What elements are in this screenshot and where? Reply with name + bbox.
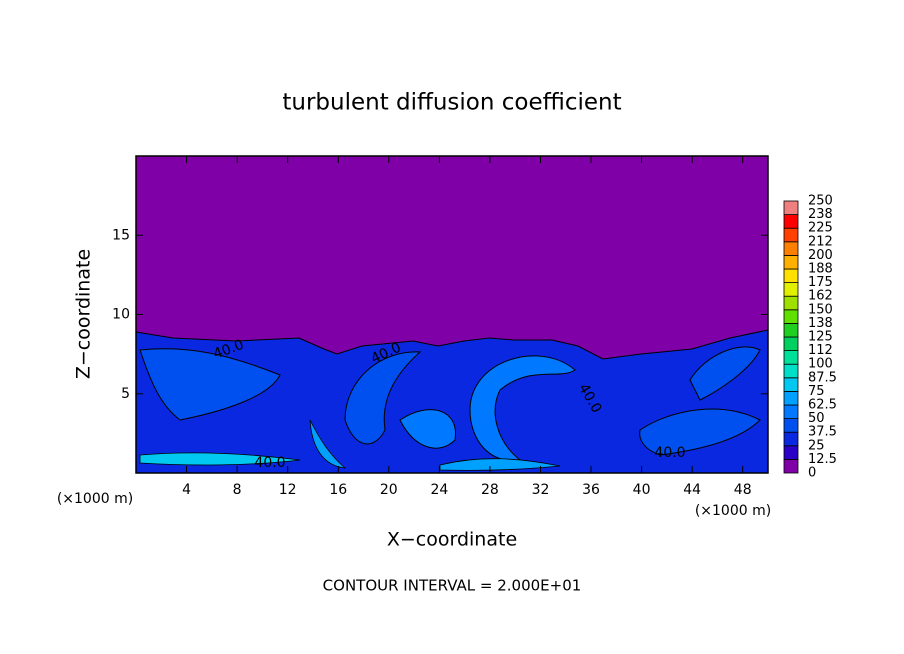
colorbar-label: 188: [808, 262, 833, 277]
colorbar-label: 0: [808, 466, 816, 481]
colorbar-bin: [783, 227, 799, 243]
colorbar-bin: [783, 268, 799, 284]
x-tick-label: 48: [734, 482, 752, 498]
colorbar-bin: [783, 336, 799, 352]
swirl: [689, 346, 761, 401]
colorbar-label: 62.5: [808, 398, 837, 413]
x-tick-label: 8: [233, 482, 242, 498]
x-tick-label: 40: [633, 482, 651, 498]
colorbar-bin: [783, 404, 799, 420]
colorbar-label: 75: [808, 384, 825, 399]
colorbar-label: 150: [808, 302, 833, 317]
colorbar-bin: [783, 363, 799, 379]
colorbar-label: 250: [808, 194, 833, 209]
footnote: CONTOUR INTERVAL = 2.000E+01: [323, 577, 582, 595]
colorbar-bin: [783, 241, 799, 256]
swirl: [399, 409, 456, 449]
swirl: [639, 408, 761, 456]
colorbar-label: 112: [808, 343, 833, 358]
x-tick-label: 20: [380, 482, 398, 498]
colorbar-bin: [783, 350, 799, 365]
colorbar-bin: [783, 431, 799, 447]
x-unit: (×1000 m): [695, 503, 771, 519]
colorbar-bin: [783, 458, 799, 474]
colorbar-bin: [783, 445, 799, 460]
colorbar-bin: [783, 377, 799, 392]
colorbar-label: 200: [808, 248, 833, 263]
colorbar-bin: [783, 390, 799, 406]
colorbar-bin: [783, 214, 799, 229]
swirl: [469, 355, 576, 462]
x-tick-label: 32: [532, 482, 550, 498]
swirl: [139, 348, 281, 421]
swirl: [344, 351, 422, 445]
colorbar-bin: [783, 418, 799, 433]
x-tick-label: 16: [329, 482, 347, 498]
x-tick-label: 12: [279, 482, 297, 498]
y-tick-label: 15: [112, 227, 130, 243]
turbulent-layer: [135, 329, 769, 474]
colorbar-label: 50: [808, 411, 825, 426]
field: [135, 156, 769, 474]
x-tick-label: 36: [582, 482, 600, 498]
swirl: [439, 458, 561, 471]
chart-title: turbulent diffusion coefficient: [282, 90, 621, 116]
colorbar-label: 87.5: [808, 370, 837, 385]
swirl: [139, 452, 301, 466]
colorbar-label: 175: [808, 275, 833, 290]
colorbar-label: 25: [808, 438, 825, 453]
colorbar-bin: [783, 200, 799, 216]
x-axis-label: X−coordinate: [387, 529, 517, 551]
y-tick-label: 10: [112, 307, 130, 323]
colorbar-label: 37.5: [808, 425, 837, 440]
colorbar-bin: [783, 254, 799, 270]
contour-label: 40.0: [254, 455, 285, 471]
colorbar-label: 162: [808, 289, 833, 304]
x-tick-label: 4: [182, 482, 191, 498]
colorbar-bin: [783, 309, 799, 324]
x-unit: (×1000 m): [57, 491, 133, 507]
swirl: [309, 419, 347, 469]
colorbar-bin: [783, 295, 799, 311]
colorbar-label: 225: [808, 221, 833, 236]
colorbar-label: 212: [808, 234, 833, 249]
colorbar-label: 125: [808, 330, 833, 345]
contour-label: 40.0: [654, 445, 685, 461]
y-axis-label: Z−coordinate: [73, 249, 95, 379]
x-tick-label: 44: [683, 482, 701, 498]
colorbar-bin: [783, 322, 799, 338]
y-tick-label: 5: [121, 386, 130, 402]
colorbar-label: 238: [808, 207, 833, 222]
x-tick-label: 24: [430, 482, 448, 498]
colorbar-bin: [783, 282, 799, 297]
colorbar-label: 12.5: [808, 452, 837, 467]
colorbar-label: 100: [808, 357, 833, 372]
x-tick-label: 28: [481, 482, 499, 498]
colorbar-label: 138: [808, 316, 833, 331]
